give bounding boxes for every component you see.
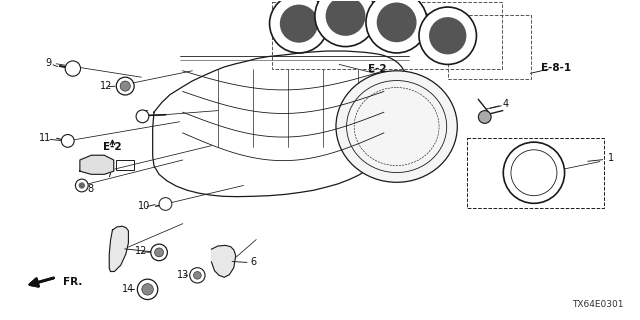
Circle shape [120, 81, 131, 91]
Circle shape [419, 7, 476, 64]
Circle shape [79, 182, 85, 189]
Polygon shape [211, 245, 236, 277]
Text: 3: 3 [358, 4, 365, 15]
Circle shape [377, 3, 417, 42]
Bar [448, 15, 531, 79]
Ellipse shape [336, 71, 458, 182]
Text: 12: 12 [100, 81, 112, 91]
Circle shape [136, 110, 149, 123]
Circle shape [155, 248, 164, 257]
Text: 2: 2 [537, 172, 543, 182]
Text: 13: 13 [177, 270, 189, 280]
Circle shape [61, 134, 74, 147]
Text: 14: 14 [122, 284, 134, 294]
Circle shape [138, 279, 158, 300]
Circle shape [326, 0, 365, 36]
Circle shape [151, 244, 168, 261]
Circle shape [269, 0, 328, 53]
Circle shape [280, 4, 318, 43]
Polygon shape [80, 155, 114, 174]
Polygon shape [109, 226, 129, 271]
Text: 8: 8 [87, 184, 93, 194]
Text: 5: 5 [161, 247, 166, 257]
Text: 3: 3 [422, 13, 428, 23]
Circle shape [159, 197, 172, 210]
Circle shape [429, 17, 467, 54]
Text: 11: 11 [39, 133, 52, 143]
Circle shape [142, 284, 154, 295]
Text: E-8-1: E-8-1 [541, 63, 572, 73]
Circle shape [116, 77, 134, 95]
Text: FR.: FR. [63, 277, 82, 287]
Text: 3: 3 [301, 11, 307, 21]
Text: 9: 9 [45, 58, 52, 68]
Text: 3: 3 [467, 28, 473, 37]
Text: 12: 12 [135, 246, 147, 256]
Circle shape [193, 271, 201, 279]
Text: TX64E0301: TX64E0301 [572, 300, 623, 309]
Circle shape [478, 111, 491, 123]
Bar [116, 160, 134, 170]
Circle shape [366, 0, 428, 53]
Text: 4: 4 [502, 99, 508, 109]
Bar [467, 138, 604, 208]
Text: E-2: E-2 [103, 142, 122, 152]
Text: 6: 6 [250, 257, 256, 267]
Circle shape [315, 0, 376, 47]
Bar [272, 2, 502, 69]
Text: 1: 1 [607, 153, 614, 164]
Circle shape [76, 179, 88, 192]
Text: 10: 10 [138, 201, 150, 211]
Text: 7: 7 [106, 169, 113, 179]
Text: 15: 15 [138, 110, 150, 120]
Circle shape [65, 61, 81, 76]
Circle shape [503, 142, 564, 203]
Text: E-2: E-2 [368, 64, 387, 74]
Circle shape [189, 268, 205, 283]
